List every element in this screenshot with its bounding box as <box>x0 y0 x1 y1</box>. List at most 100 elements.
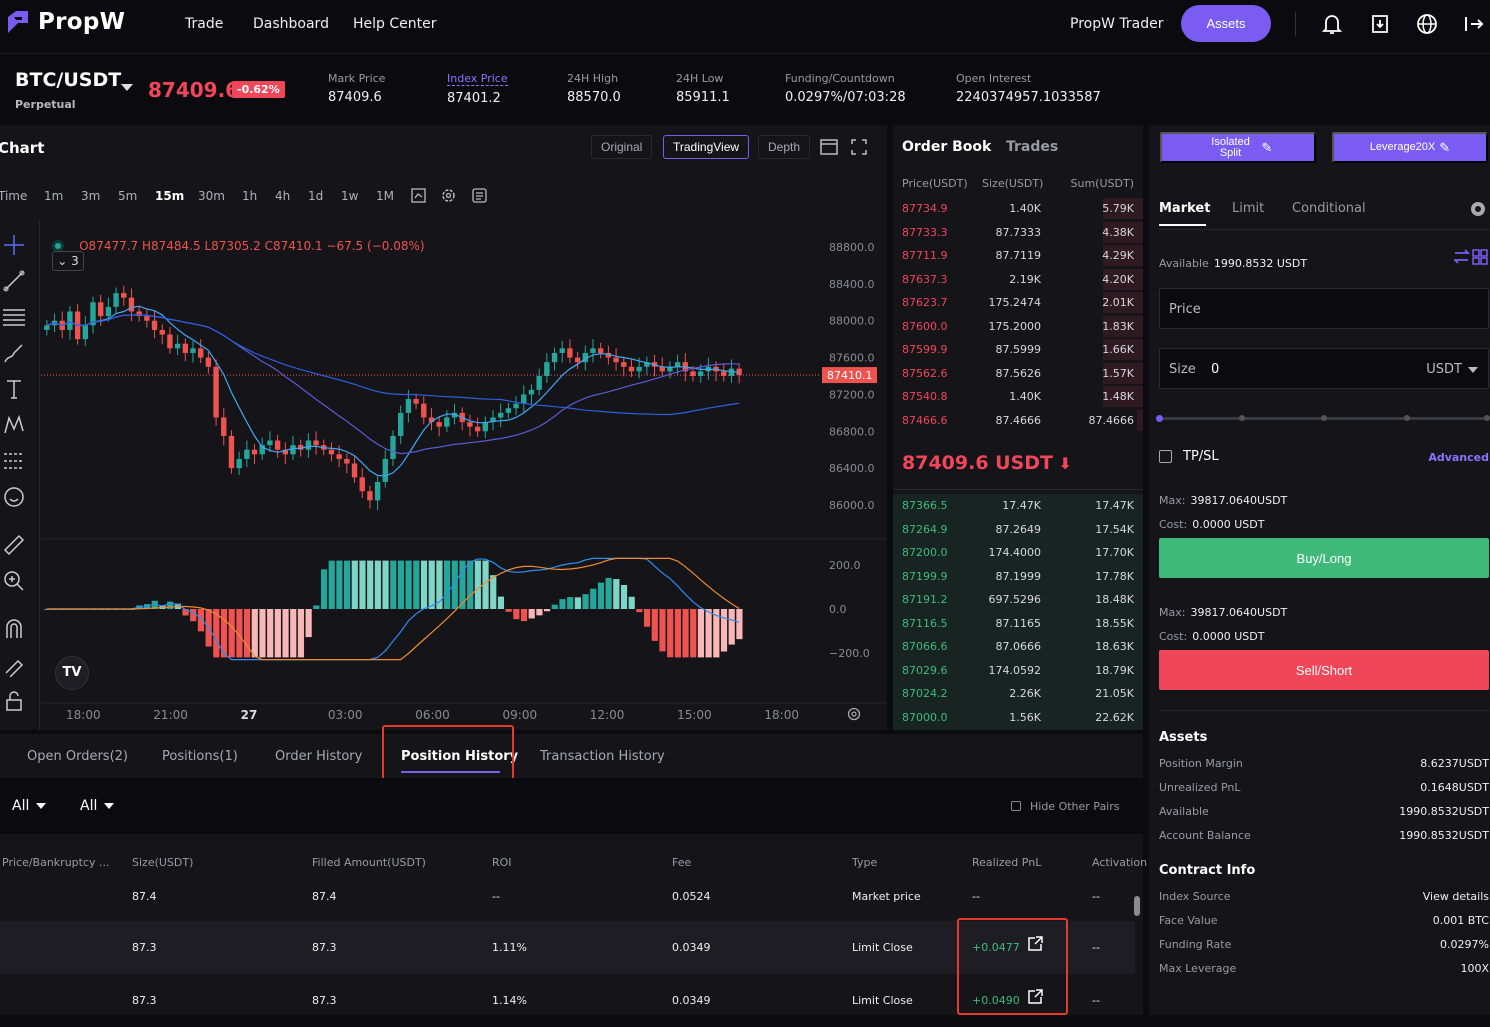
transfer-icon[interactable] <box>1454 248 1489 266</box>
tab-order-book[interactable]: Order Book <box>902 139 992 155</box>
tab-open-orders[interactable]: Open Orders(2) <box>27 749 128 764</box>
ob-bid-row[interactable]: 87029.6 174.0592 18.79K <box>902 663 1134 677</box>
timeframe-time[interactable]: Time <box>0 189 28 203</box>
zoom-in-icon[interactable] <box>2 569 26 593</box>
view-depth-button[interactable]: Depth <box>758 135 811 159</box>
ob-bid-row[interactable]: 87000.0 1.56K 22.62K <box>902 710 1134 724</box>
ob-bid-row[interactable]: 87191.2 697.5296 18.48K <box>902 593 1134 606</box>
horizontal-lines-icon[interactable] <box>2 305 26 329</box>
tpsl-checkbox[interactable] <box>1159 450 1172 463</box>
ob-ask-row[interactable]: 87600.0 175.2000 1.83K <box>893 315 1143 338</box>
ob-bid-row[interactable]: 87264.9 87.2649 17.54K <box>902 522 1134 536</box>
ob-bid-row[interactable]: 87116.5 87.1165 18.55K <box>902 616 1134 630</box>
leverage-button[interactable]: Leverage20X ✎ <box>1332 132 1488 163</box>
ob-ask-row[interactable]: 87734.9 1.40K 5.79K <box>893 197 1143 220</box>
timeframe-15m[interactable]: 15m <box>155 189 185 203</box>
text-tool-icon[interactable] <box>2 377 26 401</box>
logo[interactable]: PropW <box>6 9 125 35</box>
share-icon[interactable] <box>1027 989 1043 1005</box>
ob-bid-row[interactable]: 87066.6 87.0666 18.63K <box>902 640 1134 653</box>
timeframe-1m[interactable]: 1m <box>44 189 64 203</box>
ob-ask-row[interactable]: 87599.9 87.5999 1.66K <box>893 338 1143 361</box>
timeframe-1M[interactable]: 1M <box>376 189 394 203</box>
magnet-icon[interactable] <box>2 617 26 641</box>
share-icon[interactable] <box>1027 936 1043 952</box>
pair-name[interactable]: BTC/USDT <box>15 69 122 91</box>
logout-icon[interactable] <box>1462 12 1486 36</box>
timeframe-1h[interactable]: 1h <box>242 189 258 203</box>
emoji-icon[interactable] <box>2 485 26 509</box>
gear-icon[interactable] <box>1469 200 1487 218</box>
nav-trade[interactable]: Trade <box>185 16 224 32</box>
scrollbar-thumb[interactable] <box>1134 896 1140 916</box>
size-slider[interactable] <box>1156 415 1490 422</box>
view-original-button[interactable]: Original <box>591 135 653 159</box>
nav-dashboard[interactable]: Dashboard <box>253 16 329 32</box>
tab-conditional[interactable]: Conditional <box>1292 201 1366 216</box>
stat-index-price[interactable]: Index Price 87401.2 <box>447 72 508 106</box>
tab-market[interactable]: Market <box>1159 201 1211 216</box>
lock-drawing-icon[interactable] <box>2 653 26 677</box>
settings-gear-icon[interactable] <box>441 188 456 203</box>
brush-icon[interactable] <box>2 341 26 365</box>
ob-bid-row[interactable]: 87200.0 174.4000 17.70K <box>902 546 1134 559</box>
price-input[interactable]: Price <box>1159 288 1489 329</box>
indicators-icon[interactable] <box>472 188 487 203</box>
chevron-down-icon[interactable] <box>1468 367 1478 373</box>
advanced-link[interactable]: Advanced <box>1428 451 1489 464</box>
download-icon[interactable] <box>1368 12 1392 36</box>
filter-dropdown-1[interactable]: All <box>12 798 46 814</box>
trend-line-icon[interactable] <box>2 269 26 293</box>
tab-transaction-history[interactable]: Transaction History <box>540 749 665 764</box>
ob-ask-row[interactable]: 87637.3 2.19K 4.20K <box>893 268 1143 291</box>
pattern-icon[interactable] <box>2 413 26 437</box>
indicator-toggle[interactable]: ⌄ 3 <box>52 251 84 271</box>
chart-settings-icon[interactable] <box>847 707 861 721</box>
tab-position-history[interactable]: Position History <box>401 749 519 764</box>
globe-icon[interactable] <box>1415 12 1439 36</box>
sell-short-button[interactable]: Sell/Short <box>1159 650 1489 690</box>
timeframe-3m[interactable]: 3m <box>81 189 101 203</box>
candle-body <box>244 449 250 459</box>
tradingview-logo-icon[interactable]: TV <box>55 656 89 690</box>
bell-icon[interactable] <box>1320 12 1344 36</box>
ruler-icon[interactable] <box>2 533 26 557</box>
ob-ask-row[interactable]: 87562.6 87.5626 1.57K <box>893 362 1143 385</box>
ob-ask-row[interactable]: 87711.9 87.7119 4.29K <box>893 244 1143 267</box>
timeframe-4h[interactable]: 4h <box>275 189 291 203</box>
unlock-icon[interactable] <box>2 689 26 713</box>
assets-button[interactable]: Assets <box>1181 5 1271 42</box>
size-unit-select[interactable]: USDT <box>1426 362 1462 377</box>
hide-other-pairs-checkbox[interactable] <box>1011 801 1021 811</box>
buy-long-button[interactable]: Buy/Long <box>1159 538 1489 578</box>
timeframe-1w[interactable]: 1w <box>341 189 359 203</box>
crosshair-icon[interactable] <box>2 233 26 257</box>
filter-dropdown-2[interactable]: All <box>80 798 114 814</box>
ob-bid-row[interactable]: 87199.9 87.1999 17.78K <box>902 569 1134 583</box>
tab-order-history[interactable]: Order History <box>275 749 363 764</box>
tab-positions[interactable]: Positions(1) <box>162 749 238 764</box>
fib-icon[interactable] <box>2 449 26 473</box>
size-input[interactable]: Size 0 USDT <box>1159 348 1489 389</box>
fullscreen-icon[interactable] <box>850 138 868 156</box>
timeframe-1d[interactable]: 1d <box>308 189 324 203</box>
chart-type-icon[interactable] <box>411 188 426 203</box>
ob-ask-row[interactable]: 87540.8 1.40K 1.48K <box>893 385 1143 408</box>
timeframe-5m[interactable]: 5m <box>118 189 138 203</box>
ob-ask-row[interactable]: 87733.3 87.7333 4.38K <box>893 221 1143 244</box>
view-tradingview-button[interactable]: TradingView <box>663 135 750 159</box>
view-details-link[interactable]: View details <box>1422 890 1489 903</box>
timeframe-30m[interactable]: 30m <box>198 189 225 203</box>
margin-mode-button[interactable]: Isolated Split ✎ <box>1160 132 1316 163</box>
layout-icon[interactable] <box>820 138 838 156</box>
ob-bid-row[interactable]: 87366.5 17.47K 17.47K <box>902 499 1134 512</box>
candlestick-chart[interactable]: 88800.0 88400.0 88000.0 87600.0 87200.0 86800… <box>41 220 887 730</box>
tab-limit[interactable]: Limit <box>1232 201 1265 216</box>
ob-ask-row[interactable]: 87623.7 175.2474 2.01K <box>893 291 1143 314</box>
nav-help-center[interactable]: Help Center <box>353 16 437 32</box>
chevron-down-icon[interactable] <box>121 84 133 91</box>
nav-propw-trader[interactable]: PropW Trader <box>1070 16 1164 32</box>
ob-bid-row[interactable]: 87024.2 2.26K 21.05K <box>902 687 1134 700</box>
tab-trades[interactable]: Trades <box>1006 139 1059 155</box>
ob-ask-row[interactable]: 87466.6 87.4666 87.4666 <box>893 409 1143 432</box>
